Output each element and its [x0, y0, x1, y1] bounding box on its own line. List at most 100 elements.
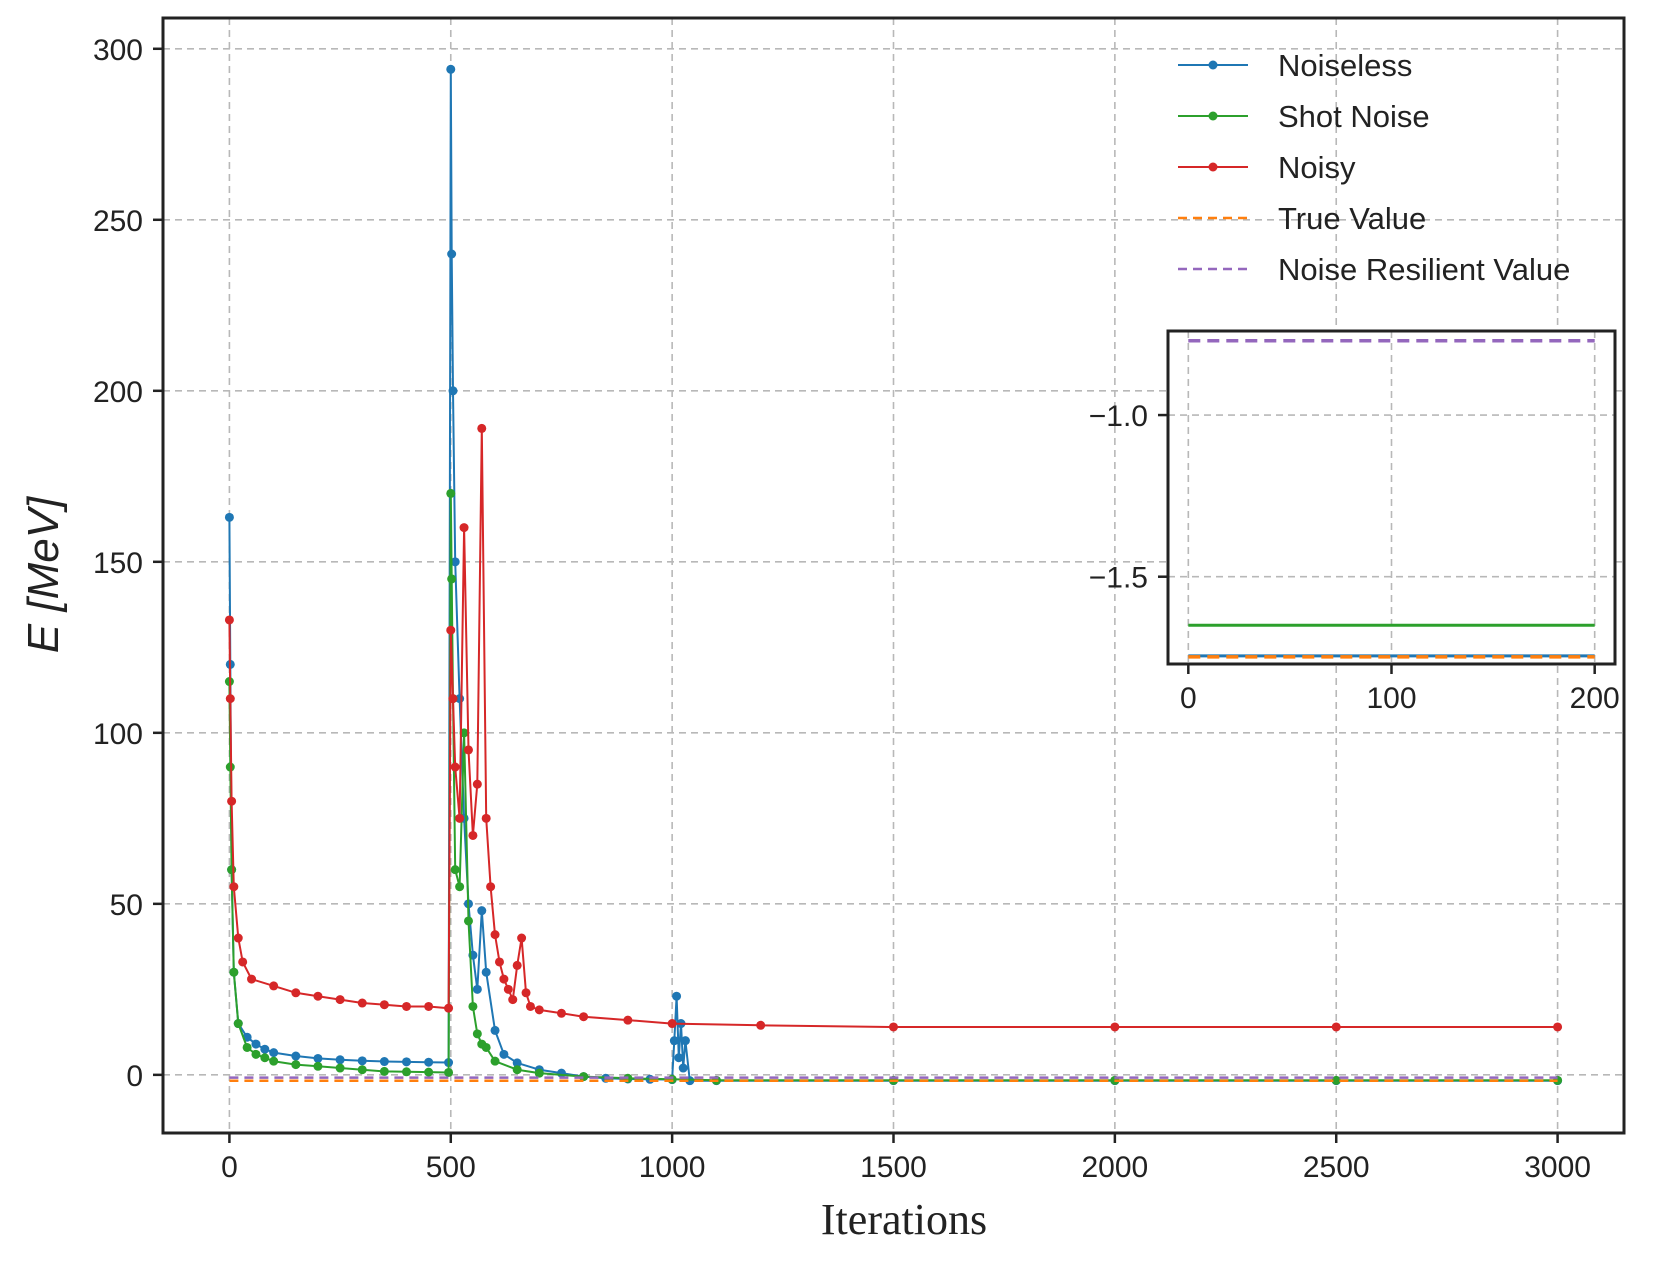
y-axis-symbol: E — [19, 623, 68, 653]
main-y-tick-label: 200 — [93, 376, 143, 409]
main-point-noiseless — [477, 906, 487, 916]
main-point-noisy — [477, 423, 487, 433]
main-point-noisy — [490, 930, 500, 940]
main-point-noiseless — [512, 1058, 522, 1068]
main-x-tick-label: 1000 — [639, 1151, 706, 1184]
main-point-shot_noise — [242, 1042, 252, 1052]
legend-label-shot_noise: Shot Noise — [1278, 99, 1430, 134]
legend-label-noiseless: Noiseless — [1278, 48, 1412, 83]
main-point-noisy — [579, 1012, 589, 1022]
main-point-noisy — [1110, 1022, 1120, 1032]
legend-marker-shot_noise — [1208, 111, 1218, 121]
main-point-noisy — [459, 523, 469, 533]
main-point-shot_noise — [463, 916, 473, 926]
main-point-shot_noise — [335, 1063, 345, 1073]
main-point-noisy — [450, 762, 460, 772]
main-point-shot_noise — [424, 1067, 434, 1077]
inset-y-tick-label: −1.0 — [1089, 400, 1148, 433]
main-point-noisy — [512, 960, 522, 970]
main-point-noisy — [1331, 1022, 1341, 1032]
main-point-noisy — [667, 1019, 677, 1029]
main-point-shot_noise — [446, 488, 456, 498]
main-x-tick-label: 2500 — [1303, 1151, 1370, 1184]
main-x-tick-label: 2000 — [1081, 1151, 1148, 1184]
main-point-noiseless — [448, 386, 458, 396]
main-y-tick-label: 0 — [126, 1060, 143, 1093]
main-point-noiseless — [424, 1057, 434, 1067]
main-point-noisy — [424, 1001, 434, 1011]
main-point-noisy — [481, 813, 491, 823]
main-point-noiseless — [446, 64, 456, 74]
main-y-tick-label: 50 — [110, 889, 143, 922]
main-point-noisy — [486, 882, 496, 892]
main-point-noisy — [517, 933, 527, 943]
main-point-noisy — [357, 998, 367, 1008]
main-point-shot_noise — [481, 1042, 491, 1052]
main-point-noisy — [335, 995, 345, 1005]
main-point-shot_noise — [313, 1061, 323, 1071]
main-point-noiseless — [447, 249, 457, 259]
main-x-tick-label: 3000 — [1524, 1151, 1591, 1184]
main-point-noisy — [889, 1022, 898, 1032]
inset-y-tick-label: −1.5 — [1089, 562, 1148, 595]
inset-grid — [1168, 331, 1615, 664]
main-y-tick-label: 300 — [93, 34, 143, 67]
main-point-shot_noise — [291, 1060, 301, 1070]
inset-x-tick-label: 100 — [1366, 682, 1416, 715]
main-point-shot_noise — [379, 1066, 389, 1076]
main-point-noisy — [556, 1008, 566, 1018]
main-point-noisy — [227, 796, 237, 806]
main-x-tick-label: 0 — [221, 1151, 238, 1184]
main-point-noisy — [269, 981, 279, 991]
main-point-noisy — [233, 933, 243, 943]
main-point-noiseless — [674, 1053, 684, 1063]
legend-label-true_value: True Value — [1278, 201, 1426, 236]
main-point-noisy — [525, 1001, 535, 1011]
main-y-tick-label: 250 — [93, 205, 143, 238]
main-point-noiseless — [450, 557, 460, 567]
main-point-shot_noise — [534, 1068, 544, 1078]
main-point-noisy — [224, 615, 234, 625]
main-point-noiseless — [680, 1036, 690, 1046]
main-point-noiseless — [335, 1055, 345, 1065]
main-point-noisy — [247, 974, 257, 984]
main-point-noiseless — [481, 967, 491, 977]
main-point-noisy — [503, 984, 513, 994]
main-point-noiseless — [678, 1063, 688, 1073]
main-point-noisy — [229, 882, 239, 892]
main-point-noiseless — [472, 984, 482, 994]
main-point-noisy — [463, 745, 473, 755]
y-axis-label: E [MeV] — [19, 495, 68, 653]
main-point-noisy — [313, 991, 323, 1001]
x-axis-label: Iterations — [821, 1195, 987, 1244]
main-point-noisy — [291, 988, 301, 998]
main-point-noiseless — [499, 1049, 509, 1059]
main-point-noiseless — [669, 1036, 679, 1046]
main-point-shot_noise — [450, 865, 460, 875]
main-point-noiseless — [251, 1039, 261, 1049]
main-point-shot_noise — [251, 1049, 261, 1059]
main-point-shot_noise — [512, 1065, 522, 1075]
legend-marker-noiseless — [1208, 60, 1218, 70]
main-point-noiseless — [313, 1053, 323, 1063]
main-point-noisy — [521, 988, 531, 998]
main-point-noisy — [225, 694, 235, 704]
legend-label-noisy: Noisy — [1278, 150, 1356, 185]
main-point-noiseless — [260, 1044, 270, 1054]
main-point-noisy — [494, 957, 504, 967]
main-y-tick-label: 100 — [93, 718, 143, 751]
inset-series — [1188, 338, 1595, 659]
main-point-shot_noise — [667, 1074, 677, 1084]
main-point-shot_noise — [227, 865, 237, 875]
inset-ticks: 0 100 200 −1.0 −1.5 — [1089, 400, 1620, 715]
main-point-noisy — [472, 779, 482, 789]
main-point-noiseless — [490, 1025, 500, 1035]
main-point-noiseless — [556, 1068, 566, 1078]
main-point-noisy — [448, 694, 458, 704]
y-axis-unit: [MeV] — [19, 495, 68, 613]
main-point-noisy — [402, 1001, 411, 1011]
main-series — [224, 64, 1563, 1086]
main-point-noiseless — [291, 1051, 301, 1061]
main-point-shot_noise — [260, 1053, 270, 1063]
